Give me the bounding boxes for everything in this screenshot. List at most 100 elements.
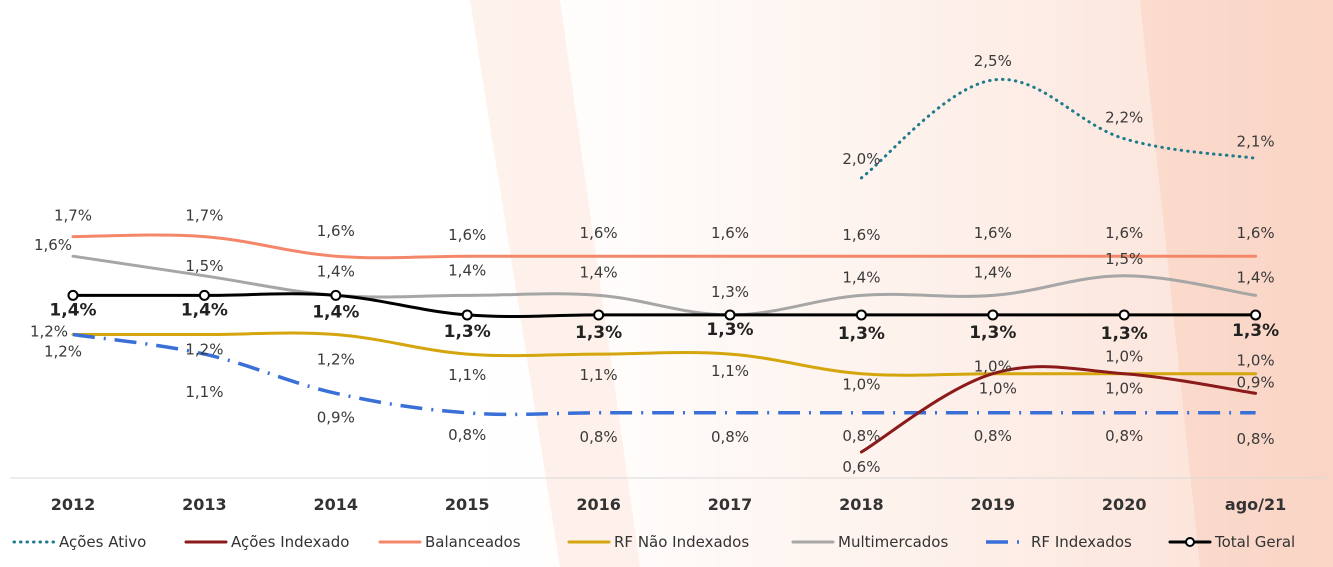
data-label: 1,1% — [711, 362, 749, 380]
x-tick-label: 2013 — [182, 495, 227, 514]
data-label: 1,4% — [1237, 268, 1275, 286]
x-tick-label: 2017 — [708, 495, 753, 514]
x-tick-label: 2019 — [971, 495, 1016, 514]
data-label: 0,8% — [1237, 430, 1275, 448]
series-rf-indexados — [72, 332, 1256, 417]
series-line — [71, 292, 1258, 318]
series-a-es-ativo — [859, 77, 1258, 180]
data-label: 1,4% — [317, 262, 355, 280]
legend-label: Total Geral — [1214, 533, 1295, 551]
series-multimercados — [71, 254, 1258, 317]
data-label: 1,3% — [706, 320, 753, 340]
data-label: 0,8% — [1105, 427, 1143, 445]
x-tick-label: 2020 — [1102, 495, 1147, 514]
data-label: 1,7% — [54, 207, 92, 225]
data-label: 1,0% — [979, 380, 1017, 398]
legend-label: RF Indexados — [1031, 533, 1132, 551]
series-line — [859, 77, 1258, 180]
data-label: 0,6% — [842, 458, 880, 476]
data-label: 2,0% — [842, 150, 880, 168]
data-label: 1,0% — [1105, 348, 1143, 366]
x-tick-label: 2015 — [445, 495, 490, 514]
background-wash — [420, 0, 1333, 567]
x-tick-label: 2018 — [839, 495, 884, 514]
x-tick-label: 2012 — [51, 495, 96, 514]
data-label: 1,0% — [1105, 380, 1143, 398]
series-line — [71, 331, 1258, 377]
data-label: 1,3% — [1232, 321, 1279, 341]
data-point-marker — [330, 289, 342, 301]
data-label: 1,2% — [44, 343, 82, 361]
data-label: 1,3% — [711, 283, 749, 301]
series-line — [71, 254, 1258, 317]
data-label: 1,2% — [30, 323, 68, 341]
data-label: 1,6% — [317, 222, 355, 240]
data-label: 0,8% — [842, 427, 880, 445]
data-label: 1,6% — [580, 224, 618, 242]
data-label: 1,3% — [575, 323, 622, 343]
data-point-marker — [593, 309, 605, 321]
data-label: 1,4% — [181, 300, 228, 320]
legend: Ações Ativo Ações Indexado Balanceados RF N… — [12, 533, 1295, 551]
data-label: 1,3% — [838, 324, 885, 344]
data-label: 0,8% — [711, 428, 749, 446]
data-point-marker — [67, 289, 79, 301]
data-point-marker — [1118, 309, 1130, 321]
data-point-marker — [461, 309, 473, 321]
series-lines — [67, 77, 1262, 454]
data-label: 1,1% — [580, 366, 618, 384]
data-label: 1,6% — [34, 236, 72, 254]
data-label: 1,6% — [1105, 224, 1143, 242]
series-total-geral — [67, 289, 1262, 321]
legend-item: Ações Ativo — [12, 533, 146, 551]
data-label: 0,9% — [1237, 373, 1275, 391]
data-point-marker — [198, 289, 210, 301]
data-label: 1,0% — [974, 358, 1012, 376]
data-label: 0,8% — [448, 426, 486, 444]
series-a-es-indexado — [859, 365, 1258, 454]
data-label: 1,0% — [842, 376, 880, 394]
data-label: 2,5% — [974, 52, 1012, 70]
data-label: 1,4% — [312, 302, 359, 322]
series-rf-n-o-indexados — [71, 331, 1258, 377]
legend-item: Balanceados — [378, 533, 521, 551]
data-label: 1,4% — [448, 261, 486, 279]
data-label: 1,5% — [185, 257, 223, 275]
data-label: 1,0% — [1237, 352, 1275, 370]
data-label: 2,2% — [1105, 109, 1143, 127]
data-label: 1,7% — [185, 207, 223, 225]
legend-label: Ações Indexado — [231, 533, 349, 551]
x-tick-label: 2014 — [314, 495, 359, 514]
x-tick-label: ago/21 — [1225, 495, 1286, 514]
data-label: 0,9% — [317, 408, 355, 426]
background-band — [1140, 0, 1333, 567]
x-tick-label: 2016 — [576, 495, 621, 514]
background-band — [470, 0, 640, 567]
legend-item: Total Geral — [1168, 533, 1295, 551]
data-label: 1,2% — [185, 341, 223, 359]
data-label: 1,6% — [711, 224, 749, 242]
data-label: 2,1% — [1237, 132, 1275, 150]
x-axis: 2012 2013 2014 2015 2016 2017 2018 2019 2020 ago/… — [10, 477, 1325, 514]
series-line — [71, 233, 1258, 260]
data-label: 1,6% — [448, 226, 486, 244]
legend-label: Ações Ativo — [59, 533, 146, 551]
series-line — [859, 365, 1258, 454]
legend-item: Ações Indexado — [184, 533, 349, 551]
data-label: 1,2% — [317, 351, 355, 369]
background-decoration — [420, 0, 1333, 567]
legend-label: RF Não Indexados — [614, 533, 749, 551]
data-labels: 1,7% 1,7% 1,6% 1,6% 1,6% 1,6% 1,6% 1,6% 1,6% 1,6%… — [30, 52, 1279, 476]
data-label: 1,4% — [974, 263, 1012, 281]
data-label: 0,8% — [974, 427, 1012, 445]
data-point-marker — [1250, 309, 1262, 321]
data-label: 0,8% — [580, 428, 618, 446]
data-label: 1,3% — [444, 322, 491, 342]
data-label: 1,4% — [842, 268, 880, 286]
data-label: 1,6% — [1237, 224, 1275, 242]
series-line — [72, 332, 1256, 417]
data-point-marker — [987, 309, 999, 321]
data-label: 1,6% — [842, 226, 880, 244]
